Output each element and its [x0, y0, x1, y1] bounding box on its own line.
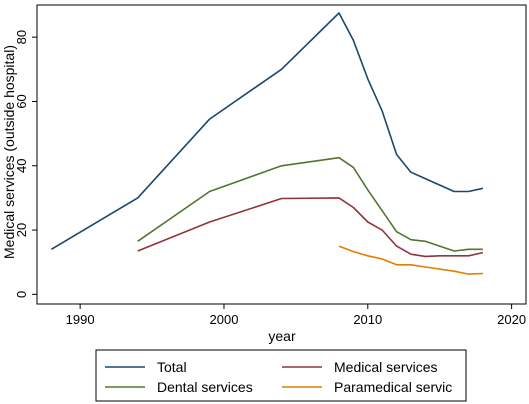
y-tick-label: 0 [14, 291, 29, 298]
y-tick-label: 80 [14, 30, 29, 44]
y-axis-title: Medical services (outside hospital) [1, 45, 17, 259]
legend-label: Medical services [334, 359, 437, 375]
y-tick-label: 60 [14, 94, 29, 108]
legend-label: Total [157, 359, 187, 375]
series-line-0 [50, 12, 484, 250]
x-tick-label: 1990 [66, 312, 95, 327]
series-line-3 [338, 245, 483, 275]
legend-box [95, 349, 467, 402]
x-axis-title: year [268, 328, 296, 344]
series-line-2 [137, 156, 483, 252]
x-axis: 1990 2000 2010 2020 [37, 303, 526, 327]
y-tick-label: 40 [14, 159, 29, 173]
y-tick-label: 20 [14, 223, 29, 237]
y-axis: 0 20 40 60 80 [14, 5, 38, 304]
legend-label: Dental services [157, 379, 253, 395]
legend-label: Paramedical servic [334, 379, 452, 395]
x-tick-label: 2020 [497, 312, 526, 327]
plot-frame [36, 4, 527, 305]
legend: Total Medical services Dental services Para… [95, 349, 467, 402]
x-tick-label: 2010 [353, 312, 382, 327]
series-layer [50, 12, 484, 275]
series-line-1 [137, 197, 484, 258]
x-tick-label: 2000 [210, 312, 239, 327]
